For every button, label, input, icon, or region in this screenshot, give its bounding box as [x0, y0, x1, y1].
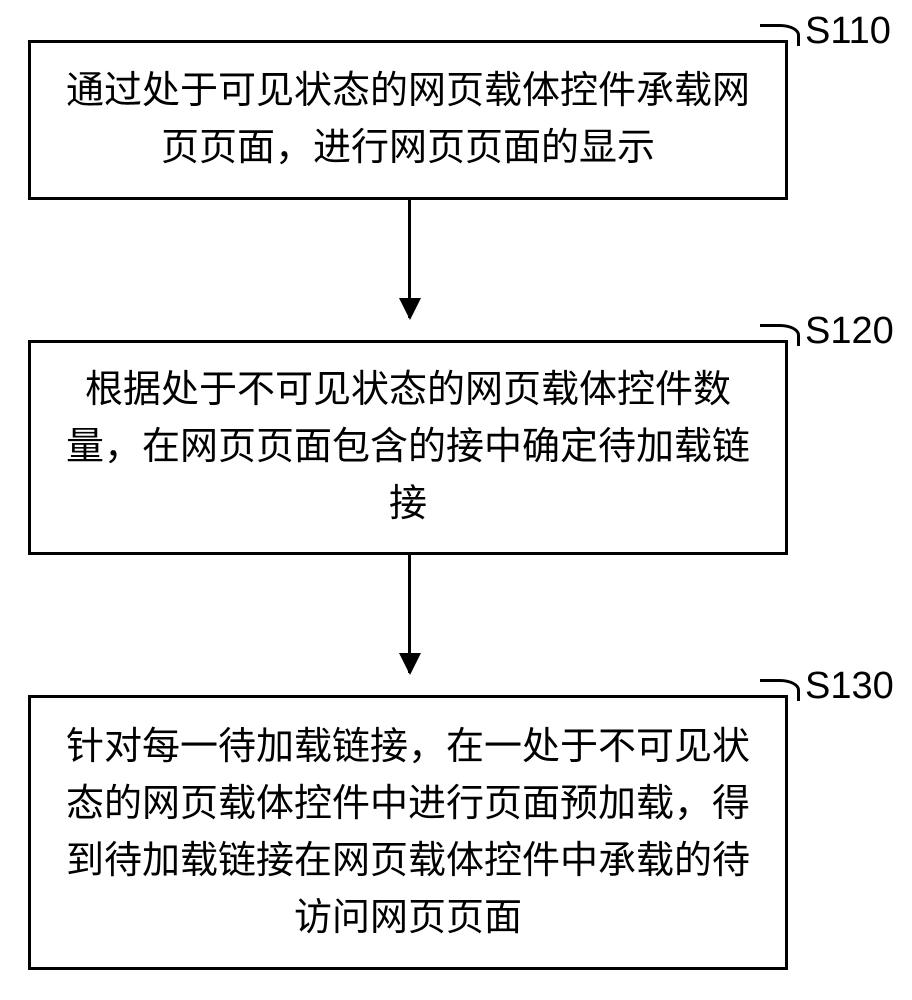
arrow-s110-s120: [408, 200, 411, 318]
step-s110-label: S110: [805, 10, 891, 53]
connector-s110: [760, 24, 800, 46]
flowchart-step-s120: 根据处于不可见状态的网页载体控件数量，在网页页面包含的接中确定待加载链接: [28, 340, 788, 555]
step-s130-label: S130: [805, 665, 894, 708]
step-s120-label: S120: [805, 310, 894, 353]
flowchart-container: 通过处于可见状态的网页载体控件承载网页页面，进行网页页面的显示 S110 根据处…: [0, 0, 912, 1000]
connector-s130: [760, 679, 800, 701]
step-s110-text: 通过处于可见状态的网页载体控件承载网页页面，进行网页页面的显示: [61, 63, 755, 177]
connector-s120: [760, 324, 800, 346]
flowchart-step-s110: 通过处于可见状态的网页载体控件承载网页页面，进行网页页面的显示: [28, 40, 788, 200]
step-s130-text: 针对每一待加载链接，在一处于不可见状态的网页载体控件中进行页面预加载，得到待加载…: [61, 719, 755, 947]
arrow-s120-s130: [408, 555, 411, 673]
step-s120-text: 根据处于不可见状态的网页载体控件数量，在网页页面包含的接中确定待加载链接: [61, 362, 755, 533]
flowchart-step-s130: 针对每一待加载链接，在一处于不可见状态的网页载体控件中进行页面预加载，得到待加载…: [28, 695, 788, 970]
